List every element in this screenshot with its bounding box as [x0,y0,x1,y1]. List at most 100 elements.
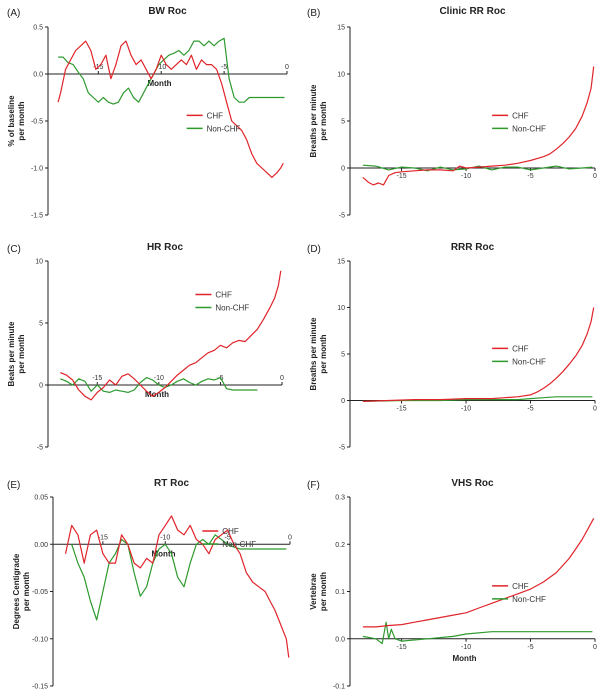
x-tick-label: 0 [288,534,292,541]
panel-label: (D) [307,244,321,255]
series-line-chf [362,307,595,402]
y-tick-label: 0.3 [335,495,345,502]
y-axis-label: per month [17,101,26,140]
y-tick-label: 5 [341,119,345,126]
chart-title: RRR Roc [451,242,495,253]
x-tick-label: -5 [225,534,231,541]
y-tick-label: 10 [337,72,345,79]
chart-title: Clinic RR Roc [439,6,506,17]
series-line-non-chf [58,37,285,105]
y-tick-label: 5 [341,352,345,359]
panel-label: (C) [7,244,21,255]
x-tick-label: -15 [92,375,102,382]
y-tick-label: -1.5 [31,213,43,220]
y-tick-label: 0.5 [33,25,43,32]
chart-panel-4: (D) RRR Roc 15 10 5 0 -5 -15 -10 -5 0 Breaths per m… [307,242,597,452]
y-axis-label: Breaths per minute [309,84,318,157]
x-tick-label: -10 [160,534,170,541]
legend-entry: CHF [207,111,224,120]
y-tick-label: 0.05 [34,495,48,502]
x-axis-label: Month [152,549,176,558]
y-tick-label: 0.00 [34,542,48,549]
x-tick-label: 0 [593,644,597,651]
y-tick-label: 15 [337,259,345,266]
y-tick-label: 15 [337,25,345,32]
x-tick-label: -15 [397,644,407,651]
legend-entry: CHF [215,290,232,299]
chart-panel-2: (B) Clinic RR Roc 15 10 5 0 -5 -15 -10 -5 0 Breaths… [307,6,597,220]
series-line-chf [57,40,284,178]
y-axis-label: Degrees Centigrade [12,553,21,629]
y-tick-label: 0.1 [335,589,345,596]
x-tick-label: 0 [593,173,597,180]
y-axis-label: per month [319,334,328,373]
x-tick-label: -10 [461,173,471,180]
series-line-chf [362,66,595,186]
y-axis-label: % of baseline [7,95,16,147]
chart-title: HR Roc [147,242,184,253]
y-axis-label: Beats per minute [7,321,16,386]
y-tick-label: 10 [337,305,345,312]
series-line-non-chf [60,377,258,393]
x-tick-label: 0 [285,64,289,71]
legend-entry: Non-CHF [207,124,241,133]
y-axis-label: per month [319,572,328,611]
y-axis-label: Vertebrae [309,573,318,610]
x-tick-label: -5 [527,406,533,413]
x-tick-label: -5 [221,64,227,71]
x-tick-label: -15 [397,406,407,413]
y-tick-label: -1.0 [31,166,43,173]
legend-entry: Non-CHF [512,595,546,604]
y-tick-label: 0 [39,383,43,390]
series-line-chf [362,518,595,628]
x-tick-label: -15 [397,173,407,180]
y-tick-label: 5 [39,321,43,328]
y-tick-label: 0 [341,398,345,405]
y-tick-label: 0.0 [33,72,43,79]
series-line-chf [64,515,290,658]
y-tick-label: -0.10 [32,636,48,643]
x-axis-label: Month [148,79,172,88]
y-tick-label: 0.2 [335,542,345,549]
y-axis-label: Breaths per minute [309,317,318,390]
x-tick-label: -15 [98,534,108,541]
series-line-non-chf [71,534,287,621]
y-tick-label: -5 [37,445,43,452]
chart-title: RT Roc [154,478,189,489]
legend-entry: CHF [512,582,529,591]
y-tick-label: -0.5 [31,119,43,126]
chart-title: BW Roc [148,6,187,17]
y-tick-label: -5 [339,445,345,452]
legend-entry: Non-CHF [512,124,546,133]
y-tick-label: 0.0 [335,636,345,643]
x-tick-label: 0 [593,406,597,413]
legend-entry: CHF [222,527,239,536]
x-tick-label: 0 [280,375,284,382]
x-tick-label: -10 [156,64,166,71]
y-tick-label: 0 [341,166,345,173]
x-tick-label: -5 [527,173,533,180]
y-tick-label: -0.1 [333,684,345,691]
chart-title: VHS Roc [451,478,494,489]
panel-label: (B) [307,8,320,19]
x-tick-label: -10 [154,375,164,382]
series-line-chf [60,270,282,401]
panel-label: (F) [307,480,320,491]
chart-panel-5: (E) RT Roc 0.05 0.00 -0.05 -0.10 -0.15 -15 -10 -5… [7,478,292,691]
x-axis-label: Month [453,654,477,663]
legend-entry: CHF [512,344,529,353]
x-tick-label: -5 [527,644,533,651]
y-tick-label: -0.05 [32,589,48,596]
legend-entry: CHF [512,111,529,120]
y-axis-label: per month [17,334,26,373]
panel-label: (A) [7,8,20,19]
legend-entry: Non-CHF [222,540,256,549]
panel-label: (E) [7,480,20,491]
x-axis-label: Month [145,390,169,399]
x-tick-label: -10 [461,406,471,413]
legend-entry: Non-CHF [215,303,249,312]
series-line-non-chf [362,621,593,645]
